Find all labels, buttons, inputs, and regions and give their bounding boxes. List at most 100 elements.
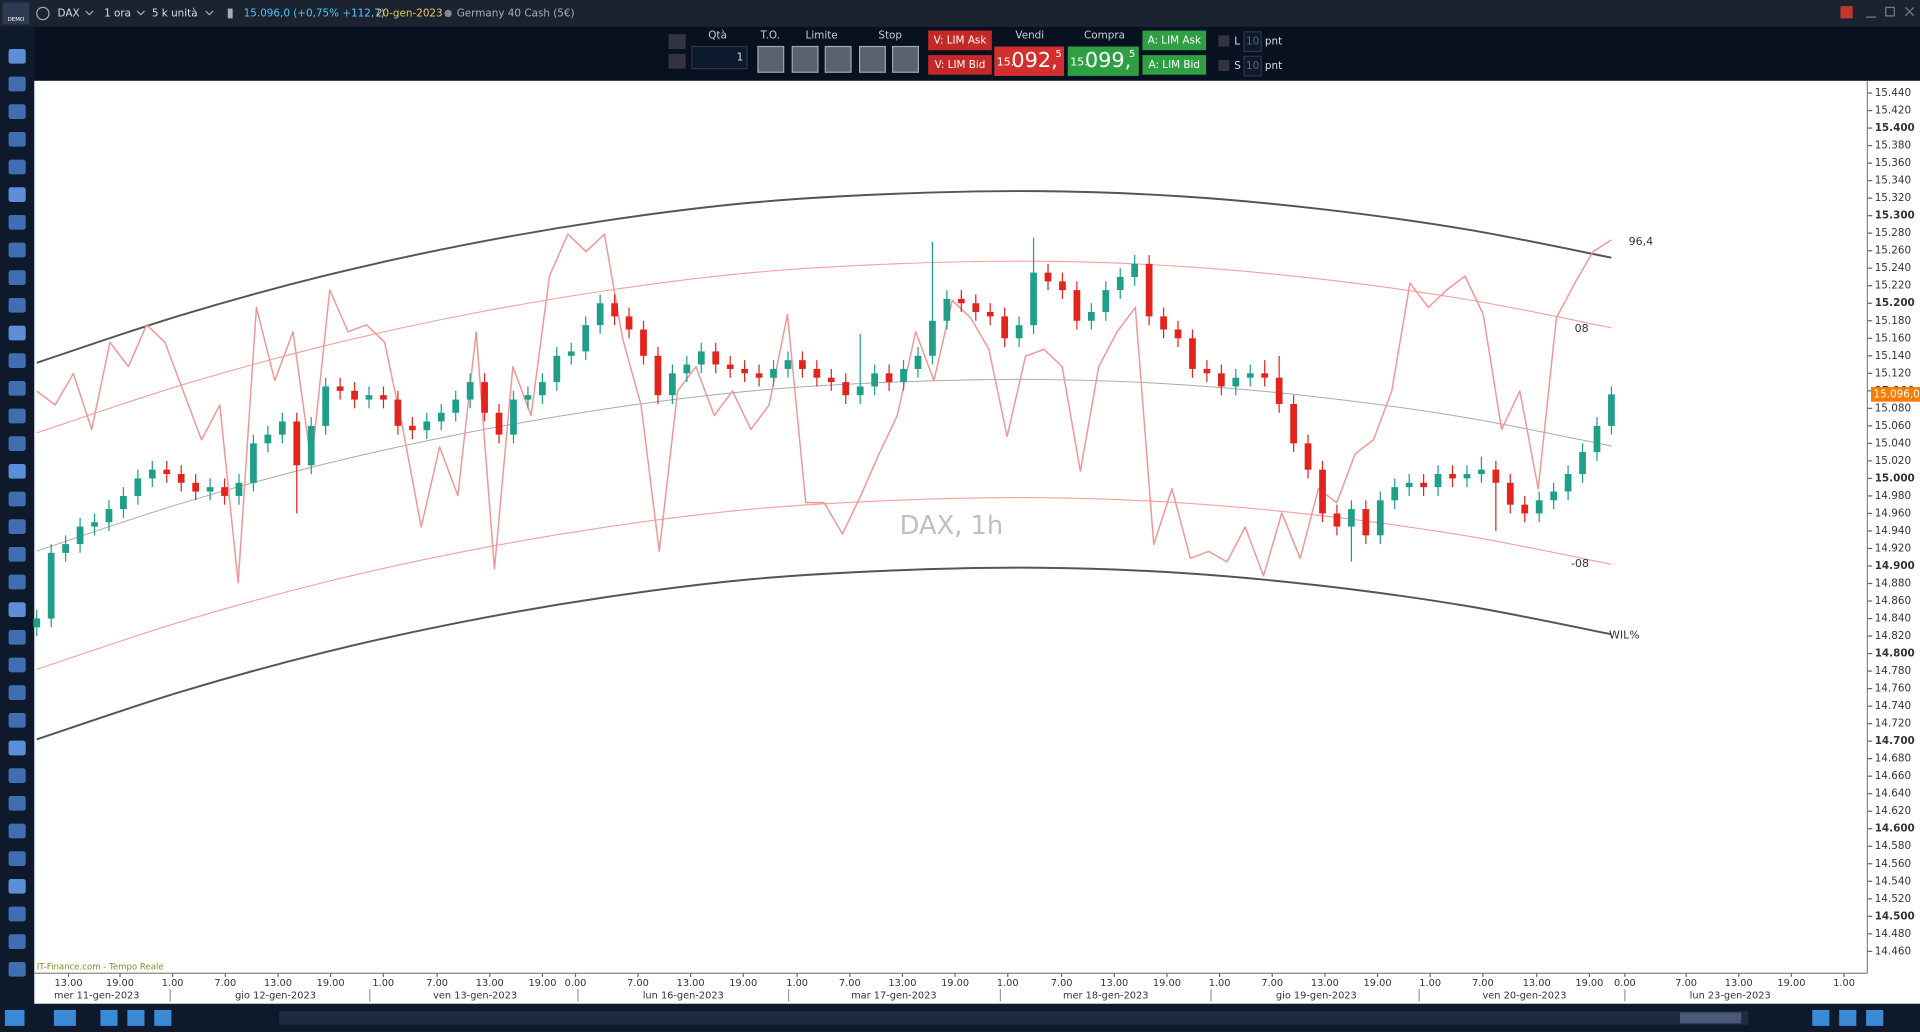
buy-price-main[interactable]: 099, (1085, 48, 1131, 72)
sell-price-box[interactable] (994, 46, 1065, 76)
tool-icon[interactable] (8, 325, 26, 341)
tool-icon[interactable] (8, 657, 26, 673)
tool-icon[interactable] (8, 546, 26, 562)
tool-icon[interactable] (8, 104, 26, 119)
tool-icon[interactable] (8, 380, 26, 396)
buy-price-tail[interactable]: 5 (1129, 49, 1135, 60)
stop-sell-button[interactable] (892, 45, 919, 73)
tool-icon[interactable] (8, 76, 26, 92)
wrench-icon[interactable] (668, 34, 686, 49)
tool-icon[interactable] (8, 878, 26, 894)
tool-icon[interactable] (8, 270, 26, 285)
candle-body (1275, 377, 1283, 404)
to-button[interactable] (757, 45, 785, 73)
x-tick-label: 7.00 (839, 978, 861, 989)
symbol[interactable]: DAX (58, 7, 80, 19)
timeframe[interactable]: 1 ora (104, 7, 131, 19)
x-tick-label: 0.00 (1614, 978, 1636, 989)
candle-body (1319, 469, 1326, 514)
indicator-icon[interactable] (4, 1009, 25, 1026)
share-icon[interactable] (100, 1009, 118, 1026)
day-label: ven 13-gen-2023 (433, 990, 517, 1001)
candle-body (105, 509, 113, 523)
tool-icon[interactable] (8, 242, 26, 258)
scrollbar[interactable] (279, 1011, 1749, 1025)
buy-bid-text[interactable]: A: LIM Bid (1149, 59, 1200, 71)
tool-icon[interactable] (8, 353, 26, 368)
tool-icon[interactable] (8, 934, 26, 949)
tool-icon[interactable] (8, 463, 26, 479)
tool-icon[interactable] (8, 159, 26, 175)
sell-ask-button[interactable] (928, 30, 992, 51)
tool-icon[interactable] (8, 823, 26, 839)
tool-icon[interactable] (8, 906, 26, 922)
l-value[interactable]: 10 (1246, 36, 1259, 48)
channel-line (36, 566, 1612, 741)
chart-type-icon[interactable] (53, 1009, 76, 1026)
tool-icon[interactable] (8, 795, 26, 811)
buy-price-head[interactable]: 15. (1070, 55, 1088, 68)
order-type-buttons[interactable] (757, 45, 919, 73)
buy-price-box[interactable] (1067, 46, 1139, 76)
sell-ask-text[interactable]: V: LIM Ask (934, 34, 987, 46)
candle-body (322, 386, 330, 426)
annotation: 96,4 (1629, 235, 1654, 248)
tool-icon[interactable] (8, 297, 26, 313)
x-tick-label: 13.00 (888, 978, 916, 989)
tool-icon[interactable] (8, 48, 26, 64)
s-input[interactable] (1243, 55, 1262, 77)
tool-icon[interactable] (8, 768, 26, 783)
buy-ask-button[interactable] (1142, 30, 1207, 51)
tool-icon[interactable] (8, 187, 26, 202)
tool-icon[interactable] (8, 961, 26, 977)
l-input[interactable] (1243, 31, 1262, 53)
sell-bid-text[interactable]: V: LIM Bid (935, 59, 986, 71)
tool-icon[interactable] (8, 214, 26, 230)
tool-icon[interactable] (8, 685, 26, 700)
x-tick-label: 1.00 (786, 978, 808, 989)
limit-buy-button[interactable] (791, 45, 819, 73)
sync-icon[interactable] (1840, 6, 1853, 19)
tool-icon[interactable] (8, 602, 26, 617)
units[interactable]: 5 k unità (152, 7, 198, 19)
s-checkbox[interactable] (1218, 59, 1230, 72)
tool-icon[interactable] (8, 740, 26, 756)
x-tick-label: 1.00 (1209, 978, 1231, 989)
day-label: lun 23-gen-2023 (1690, 990, 1771, 1001)
layout-icon[interactable] (154, 1009, 172, 1026)
candle-body (683, 364, 691, 374)
zoom-reset[interactable] (1866, 1009, 1884, 1026)
tool-icon[interactable] (8, 712, 26, 728)
zoom-out[interactable] (1839, 1009, 1857, 1026)
tool-icon[interactable] (8, 519, 26, 534)
candle-body (250, 443, 257, 483)
zoom-in[interactable] (1812, 1009, 1830, 1026)
scroll-thumb[interactable] (1680, 1012, 1742, 1024)
tool-icon[interactable] (8, 851, 26, 866)
tool-icon[interactable] (8, 491, 26, 507)
sell-price-tail[interactable]: 5 (1056, 49, 1062, 60)
candle-body (1131, 263, 1139, 277)
tool-icon[interactable] (8, 408, 26, 424)
window-icon[interactable] (127, 1009, 145, 1026)
settings-icon[interactable] (36, 6, 50, 21)
keyboard-icon[interactable] (668, 53, 686, 69)
tool-icon[interactable] (8, 629, 26, 645)
tool-icon[interactable] (8, 436, 26, 451)
sell-price-head[interactable]: 15. (997, 55, 1015, 68)
buy-bid-button[interactable] (1142, 55, 1207, 75)
tool-icon[interactable] (8, 131, 26, 147)
s-value[interactable]: 10 (1246, 60, 1259, 72)
qty-input[interactable] (691, 45, 748, 70)
tool-icon[interactable] (8, 574, 26, 590)
stop-buy-button[interactable] (858, 45, 886, 73)
window-buttons[interactable] (1866, 6, 1915, 18)
buy-ask-text[interactable]: A: LIM Ask (1148, 34, 1201, 46)
candle-body (1189, 338, 1196, 369)
limit-sell-button[interactable] (824, 45, 852, 73)
l-checkbox[interactable] (1218, 35, 1230, 47)
x-tick-label: 7.00 (426, 978, 448, 989)
sell-price-main[interactable]: 092, (1011, 48, 1057, 72)
qty-value[interactable]: 1 (737, 52, 744, 64)
sell-bid-button[interactable] (928, 55, 992, 75)
